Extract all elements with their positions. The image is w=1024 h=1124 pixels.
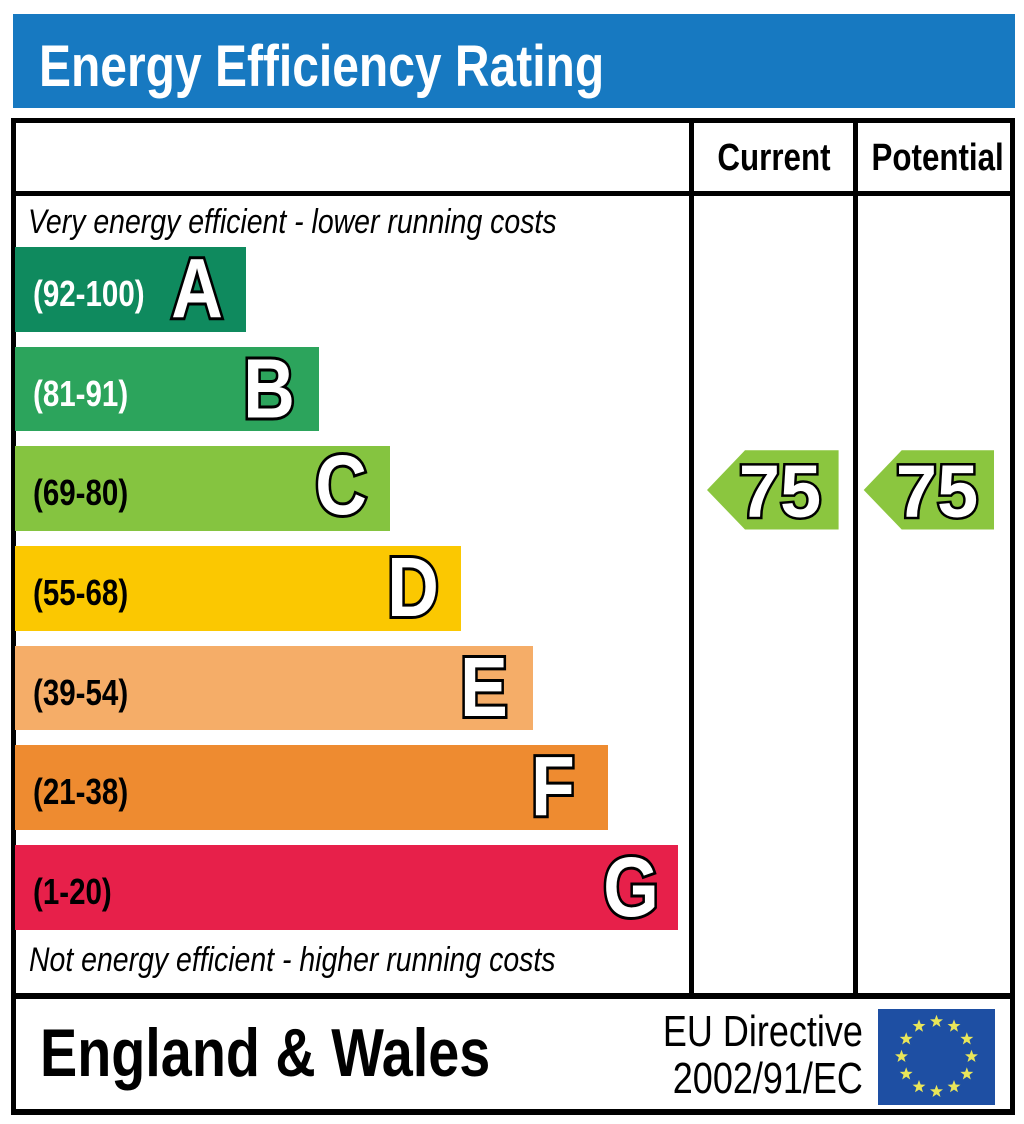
svg-text:F: F [531,745,575,834]
svg-text:E: E [460,646,508,735]
svg-text:B: B [243,347,295,436]
svg-text:D: D [387,546,439,634]
svg-text:75: 75 [896,450,978,533]
svg-text:G: G [603,845,659,934]
svg-text:C: C [315,446,367,532]
svg-text:75: 75 [739,450,821,533]
svg-text:A: A [171,247,223,336]
